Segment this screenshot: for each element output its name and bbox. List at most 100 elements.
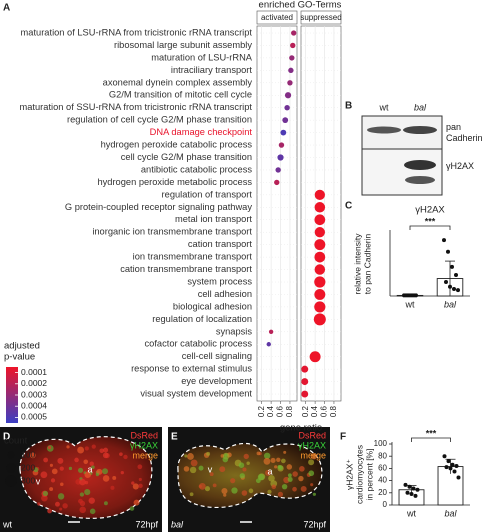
nucleus (57, 457, 64, 464)
nucleus (59, 507, 63, 511)
dot (301, 365, 309, 373)
panel-label: A (3, 3, 10, 14)
category-label: antibiotic catabolic process (141, 164, 252, 174)
x-tick-label: 0.4 (310, 405, 319, 417)
data-point (454, 273, 458, 278)
nucleus (278, 465, 283, 471)
category-label: G protein-coupled receptor signaling pat… (65, 202, 252, 212)
dot (278, 142, 285, 148)
nucleus (91, 465, 95, 469)
nucleus (308, 459, 315, 466)
nucleus (57, 493, 65, 500)
nucleus (219, 466, 226, 473)
significance-bracket (409, 225, 451, 230)
data-point (442, 238, 446, 243)
channel-label: merge (132, 450, 158, 460)
nucleus (310, 452, 318, 460)
dot (309, 351, 321, 363)
significance-label: *** (425, 216, 436, 226)
nucleus (277, 491, 284, 497)
nucleus (312, 492, 316, 496)
nucleus (37, 502, 41, 506)
dot (314, 202, 326, 213)
x-tick-label: 0.6 (320, 405, 329, 417)
panel-label: B (345, 101, 352, 112)
nucleus (33, 467, 39, 473)
dot (275, 167, 281, 173)
nucleus (308, 470, 315, 477)
nucleus (79, 492, 85, 497)
dot (314, 189, 325, 200)
nucleus (79, 506, 86, 514)
panel-label: F (340, 432, 346, 443)
nucleus (83, 459, 89, 465)
facet-strip (256, 10, 298, 25)
nucleus (248, 488, 254, 494)
nucleus (271, 484, 277, 490)
data-point (448, 466, 453, 471)
category-label: synapsis (216, 326, 253, 336)
y-axis-label: cardiomyocytes (354, 445, 364, 504)
nucleus (84, 446, 89, 451)
data-point (450, 462, 455, 467)
y-axis-label: in percent [%] (364, 449, 374, 501)
blot-antibody-label: pan Cadherin (446, 122, 483, 143)
nucleus (263, 452, 271, 459)
y-axis-label: relative intensity (352, 233, 362, 295)
nucleus (110, 485, 115, 490)
region-label: a (267, 466, 272, 476)
nucleus (224, 453, 228, 457)
category-label: cell-cell signaling (182, 351, 252, 361)
dot (291, 30, 297, 36)
nucleus (133, 499, 140, 506)
nucleus (49, 463, 53, 467)
nucleus (84, 489, 91, 496)
data-point (456, 475, 461, 480)
dot (266, 342, 271, 347)
nucleus (281, 458, 286, 464)
dot (274, 179, 280, 186)
nucleus (84, 471, 92, 479)
legend-size-label: 100 (21, 449, 35, 459)
nucleus (47, 445, 52, 450)
legend-title: count (4, 436, 28, 447)
data-point (412, 293, 416, 298)
nucleus (230, 478, 236, 484)
data-point (450, 264, 454, 269)
nucleus (55, 501, 60, 507)
nucleus (103, 501, 108, 506)
nucleus (49, 487, 54, 492)
y-axis-label: γH2AX⁺ (344, 459, 354, 490)
nucleus (91, 444, 96, 449)
nucleus (60, 482, 64, 486)
western-blot (361, 115, 443, 196)
facet-panel (256, 25, 298, 402)
data-point (452, 287, 456, 292)
nucleus (132, 483, 139, 490)
nucleus (239, 473, 245, 479)
micrograph-e (168, 427, 330, 532)
nucleus (43, 457, 49, 463)
nucleus (138, 477, 142, 482)
data-point (444, 280, 448, 285)
nucleus (298, 475, 304, 482)
region-label: v (36, 476, 41, 486)
nucleus (102, 475, 110, 482)
y-axis-label: to pan Cadherin (362, 233, 372, 294)
nucleus (270, 457, 276, 464)
dot (314, 239, 326, 251)
data-point (409, 492, 414, 497)
nucleus (40, 471, 48, 479)
blot-band (367, 126, 401, 134)
stage-label: 72hpf (135, 519, 158, 529)
cell-nuclei (183, 450, 318, 497)
nucleus (66, 445, 70, 449)
heart-outline (177, 442, 323, 508)
nucleus (241, 490, 248, 496)
nucleus (123, 454, 128, 460)
micrograph-d (0, 427, 162, 532)
dot (288, 67, 294, 74)
nucleus (243, 453, 249, 460)
x-tick-label: bal (444, 508, 457, 518)
